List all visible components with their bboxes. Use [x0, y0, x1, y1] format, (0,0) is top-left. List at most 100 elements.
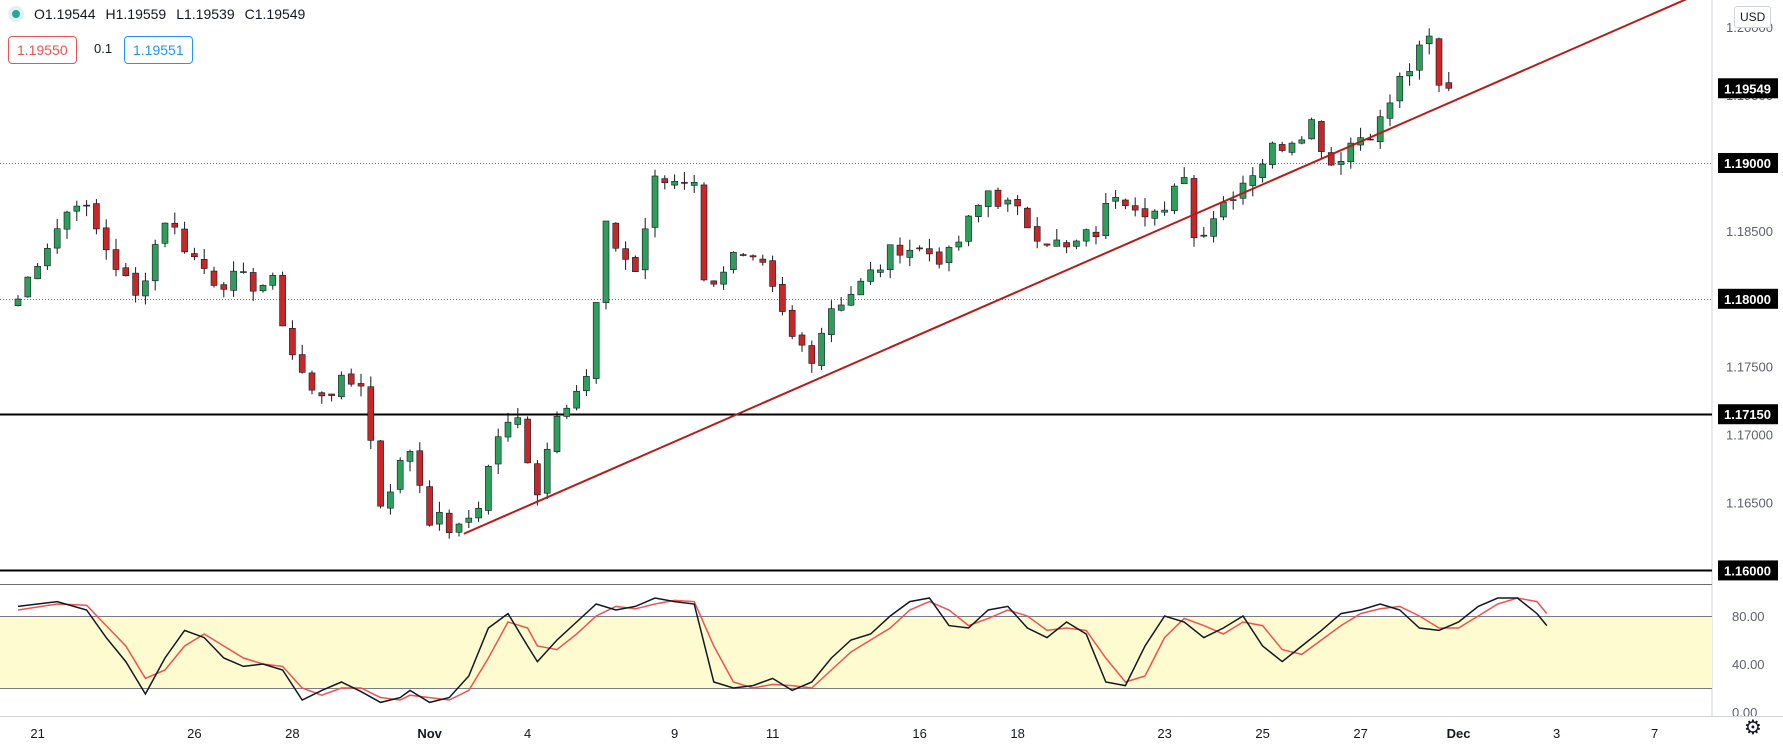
candle-up: [387, 491, 394, 509]
trendline[interactable]: [463, 0, 1694, 535]
candle-down: [171, 222, 179, 228]
candle-down: [318, 392, 326, 397]
time-axis[interactable]: 21 26 28 Nov 4 9 11 16 18 23 25 27 Dec 3 7: [0, 716, 1783, 742]
candle-up: [1112, 197, 1119, 202]
candle-down: [308, 372, 316, 391]
candle-up: [161, 222, 169, 244]
candle-down: [1445, 82, 1453, 89]
sell-button[interactable]: 1.19550: [8, 36, 77, 64]
candle-down: [1318, 121, 1325, 152]
candle-down: [93, 203, 100, 230]
status-dot-icon[interactable]: [8, 6, 24, 22]
candle-up: [1210, 218, 1217, 237]
price-pane[interactable]: 1.16500 1.17000 1.17500 1.18000 1.18500 1.190…: [0, 0, 1778, 716]
candle-down: [534, 463, 541, 496]
horizontal-levels[interactable]: [0, 163, 1712, 572]
candle-up: [965, 215, 972, 242]
candle-down: [622, 248, 629, 260]
candle-down: [661, 178, 669, 184]
candle-up: [1151, 210, 1159, 219]
candle-down: [220, 284, 228, 290]
candle-down: [739, 254, 747, 256]
candle-down: [102, 227, 110, 251]
candle-up: [455, 523, 463, 533]
candle-up: [906, 249, 914, 258]
candle-down: [289, 328, 296, 356]
ohlc-close: C1.19549: [244, 6, 306, 22]
overbought-oversold-band: [0, 616, 1712, 688]
candle-up: [886, 244, 894, 270]
candle-down: [249, 272, 257, 292]
candle-down: [298, 354, 306, 373]
stochastic-d-line: [17, 597, 1548, 701]
candle-up: [857, 280, 865, 296]
candle-up: [1171, 185, 1178, 212]
time-tick-label: 21: [30, 726, 44, 741]
candle-up: [651, 175, 659, 228]
candle-down: [769, 260, 776, 287]
candle-up: [1180, 177, 1188, 185]
candle-up: [142, 280, 149, 297]
time-tick-label: 3: [1553, 726, 1560, 741]
candle-down: [808, 345, 816, 364]
currency-button[interactable]: USD: [1734, 6, 1772, 28]
candle-down: [1327, 152, 1335, 166]
last-price-label-box[interactable]: [1718, 78, 1778, 99]
price-axis[interactable]: 1.16500 1.17000 1.17500 1.18000 1.18500 1.190…: [1718, 20, 1778, 581]
candle-down: [926, 248, 933, 255]
level-price-label: 1.18000: [1724, 292, 1771, 307]
buy-button[interactable]: 1.19551: [124, 36, 193, 64]
candle-up: [63, 211, 71, 230]
candle-down: [445, 512, 453, 533]
candle-up: [1082, 229, 1090, 242]
candle-down: [1014, 199, 1021, 207]
candle-down: [347, 373, 355, 385]
candle-up: [818, 332, 825, 366]
candle-up: [1416, 44, 1423, 71]
candle-down: [700, 184, 708, 281]
candle-up: [847, 294, 855, 306]
candle-up: [1376, 116, 1384, 143]
candle-up: [1053, 239, 1061, 247]
stochastic-k-line: [17, 597, 1548, 704]
candle-down: [1033, 226, 1041, 242]
candle-down: [788, 309, 796, 337]
ohlc-legend: O1.19544 H1.19559 L1.19539 C1.19549: [8, 6, 305, 22]
candle-up: [720, 271, 727, 285]
candle-down: [1043, 243, 1051, 246]
trendline-segment[interactable]: [463, 0, 1694, 535]
gear-icon[interactable]: ⚙: [1744, 717, 1762, 739]
candle-up: [1102, 203, 1110, 237]
candle-down: [1024, 207, 1031, 229]
candle-up: [151, 244, 159, 282]
time-tick-label: 9: [671, 726, 678, 741]
candle-down: [1131, 205, 1139, 211]
level-price-label-box[interactable]: [1718, 560, 1778, 581]
candle-up: [563, 407, 571, 417]
time-tick-label: 11: [766, 726, 780, 741]
candle-up: [73, 205, 81, 212]
candle-up: [269, 275, 277, 286]
candle-up: [259, 284, 267, 292]
ohlc-high: H1.19559: [105, 6, 167, 22]
price-tick-label: 1.17500: [1726, 360, 1773, 375]
level-price-label-box[interactable]: [1718, 152, 1778, 173]
candle-up: [406, 451, 414, 462]
time-tick-label: 23: [1157, 726, 1171, 741]
candle-down: [1141, 208, 1149, 218]
candle-down: [426, 486, 433, 526]
time-tick-label: 26: [187, 726, 201, 741]
time-tick-label: 4: [524, 726, 531, 741]
candle-down: [1190, 178, 1198, 239]
candle-up: [44, 248, 51, 267]
level-price-label-box[interactable]: [1718, 404, 1778, 425]
stochastic-oscillator: [0, 597, 1712, 704]
level-price-label: 1.17150: [1724, 407, 1771, 422]
candle-up: [14, 298, 22, 306]
candle-down: [779, 284, 786, 312]
level-price-label-box[interactable]: [1718, 288, 1778, 309]
candle-up: [837, 304, 845, 311]
